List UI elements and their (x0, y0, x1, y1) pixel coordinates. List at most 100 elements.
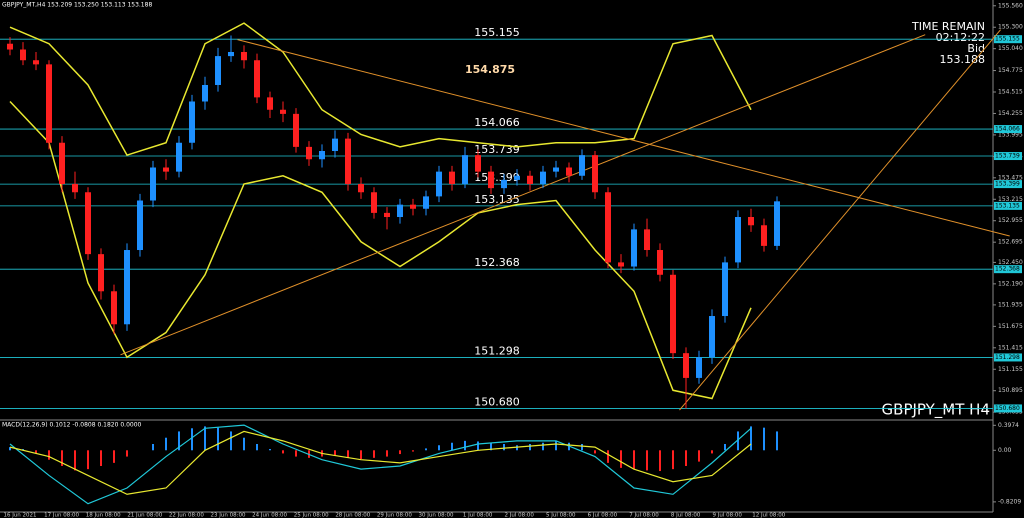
y-tick-label: 151.935 (998, 301, 1023, 308)
macd-bar (477, 441, 479, 451)
level-label: 153.135 (474, 193, 520, 206)
macd-bar (685, 450, 687, 466)
trend-line (679, 29, 1001, 411)
macd-bar (22, 449, 24, 451)
candle-body (540, 171, 546, 185)
x-tick-label: 29 Jun 08:00 (377, 513, 412, 518)
candle-body (436, 171, 442, 197)
x-tick-label: 12 Jul 08:00 (752, 513, 785, 518)
level-box (994, 152, 1022, 161)
level-box-label: 155.155 (995, 36, 1020, 43)
candle-body (579, 155, 585, 176)
y-tick-label: 150.895 (998, 387, 1023, 394)
level-box (994, 35, 1022, 44)
candle-body (527, 175, 533, 185)
x-tick-label: 9 Jul 08:00 (712, 513, 742, 518)
candle-body (592, 155, 598, 193)
macd-tick-label: -0.8209 (998, 498, 1021, 505)
level-box-label: 153.739 (995, 153, 1020, 160)
macd-bar (412, 450, 414, 452)
trend-line (120, 34, 926, 356)
x-tick-label: 21 Jun 08:00 (127, 513, 162, 518)
macd-bar (659, 450, 661, 472)
candle-body (683, 353, 689, 378)
candle-body (215, 56, 221, 85)
y-tick-label: 155.040 (998, 45, 1023, 52)
candle-body (709, 316, 715, 358)
candle-body (189, 101, 195, 143)
candle-body (293, 113, 299, 147)
candle-body (371, 192, 377, 213)
macd-bar (35, 450, 37, 454)
level-label: 155.155 (474, 26, 520, 39)
macd-bar (750, 426, 752, 451)
level-box-label: 153.399 (995, 181, 1020, 188)
y-tick-label: 154.255 (998, 110, 1023, 117)
level-box (994, 404, 1022, 413)
candle-body (657, 250, 663, 275)
level-box (994, 180, 1022, 189)
macd-bar (386, 450, 388, 457)
candle-body (85, 192, 91, 255)
macd-bar (490, 442, 492, 451)
candle-body (46, 64, 52, 143)
candle-body (488, 171, 494, 189)
level-box (994, 265, 1022, 274)
timer-title: TIME REMAIN (911, 20, 985, 33)
level-box (994, 201, 1022, 210)
macd-bar (295, 450, 297, 457)
macd-bar (633, 450, 635, 470)
symbol-label: GBPJPY_MT H4 (882, 401, 990, 420)
macd-bar (48, 450, 50, 460)
y-tick-label: 152.190 (998, 280, 1023, 287)
macd-line (9, 430, 752, 495)
x-tick-label: 25 Jun 08:00 (294, 513, 329, 518)
y-tick-label: 154.775 (998, 67, 1023, 74)
candle-body (137, 200, 143, 251)
y-tick-label: 151.675 (998, 323, 1023, 330)
macd-bar (191, 428, 193, 451)
level-box-label: 151.298 (995, 354, 1020, 361)
macd-bar (464, 440, 466, 451)
candle-body (644, 229, 650, 251)
macd-bar (607, 450, 609, 463)
candle-body (163, 167, 169, 172)
candle-body (722, 262, 728, 317)
candle-body (150, 167, 156, 201)
macd-bar (646, 450, 648, 471)
macd-bar (165, 437, 167, 451)
candle-body (618, 262, 624, 267)
macd-bar (217, 427, 219, 451)
x-tick-label: 6 Jul 08:00 (588, 513, 618, 518)
macd-bar (581, 444, 583, 451)
level-label: 150.680 (474, 395, 520, 408)
macd-bar (243, 437, 245, 451)
macd-bar (672, 450, 674, 470)
y-tick-label: 155.300 (998, 24, 1023, 31)
candle-body (358, 184, 364, 193)
y-tick-label: 153.215 (998, 196, 1023, 203)
macd-bar (529, 444, 531, 451)
macd-bar (503, 444, 505, 451)
macd-bar (555, 441, 557, 451)
candle-body (254, 60, 260, 98)
candle-body (228, 51, 234, 57)
level-label: 153.399 (474, 171, 520, 184)
x-tick-label: 7 Jul 08:00 (629, 513, 659, 518)
candle-body (111, 291, 117, 325)
candle-body (384, 212, 390, 218)
macd-bar (737, 431, 739, 451)
candle-body (98, 254, 104, 292)
macd-bar (620, 450, 622, 468)
candle-body (241, 51, 247, 61)
candle-body (475, 155, 481, 172)
level-box (994, 125, 1022, 134)
candle-body (7, 43, 13, 50)
level-label: 152.368 (474, 256, 520, 269)
level-box-label: 153.135 (995, 202, 1020, 209)
x-tick-label: 24 Jun 08:00 (252, 513, 287, 518)
macd-bar (113, 450, 115, 463)
macd-label: MACD(12,26,9) 0.1012 -0.0808 0.1820 0.00… (2, 422, 142, 429)
candle-body (176, 142, 182, 172)
